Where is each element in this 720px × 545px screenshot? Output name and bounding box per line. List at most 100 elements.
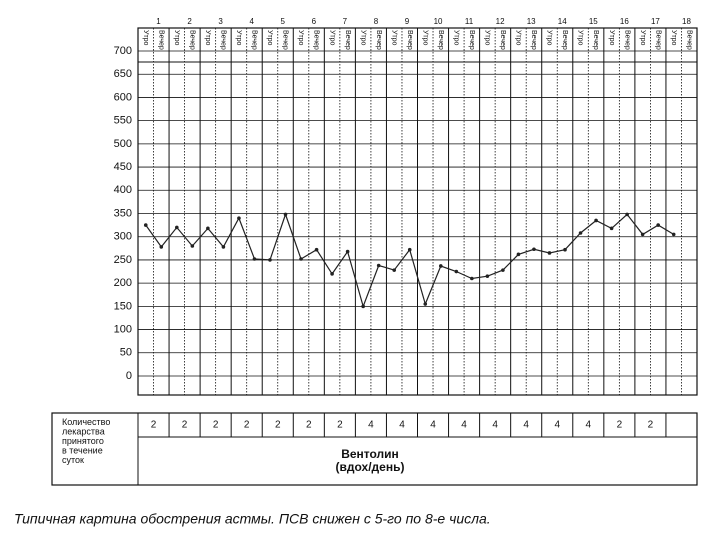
column-label: Утро	[142, 30, 149, 46]
pef-point	[190, 244, 195, 248]
pef-point	[563, 247, 567, 252]
column-label: Вечер	[437, 30, 444, 50]
column-label: Вечер	[561, 30, 568, 50]
column-label: Вечер	[375, 30, 382, 50]
pef-point	[501, 268, 505, 272]
column-label: Утро	[608, 30, 615, 46]
column-label: Утро	[546, 30, 553, 46]
x-tick-label: 3	[218, 17, 223, 26]
medication-value: 2	[648, 420, 654, 431]
x-tick-label: 9	[405, 17, 410, 26]
column-label: Вечер	[157, 30, 164, 50]
pef-point	[345, 249, 350, 254]
pef-point	[237, 216, 241, 220]
y-tick-label: 600	[114, 91, 132, 103]
pef-point	[485, 274, 490, 278]
column-label: Вечер	[530, 30, 537, 50]
x-tick-label: 11	[465, 17, 474, 26]
pef-point	[268, 258, 272, 262]
pef-point	[407, 247, 412, 252]
medication-value: 2	[337, 420, 343, 431]
column-label: Утро	[235, 30, 242, 46]
pef-point	[221, 245, 226, 249]
medication-value: 4	[430, 420, 436, 431]
x-tick-label: 16	[620, 17, 629, 26]
pef-point	[283, 212, 288, 217]
pef-point	[609, 226, 614, 231]
pef-point	[454, 269, 459, 274]
y-tick-label: 150	[114, 300, 132, 312]
column-label: Утро	[452, 30, 459, 46]
y-tick-label: 50	[120, 347, 132, 359]
pef-point	[671, 232, 676, 237]
x-tick-label: 6	[312, 17, 317, 26]
column-label: Утро	[421, 30, 428, 46]
medication-value: 2	[182, 420, 188, 431]
column-label: Вечер	[685, 30, 692, 50]
pef-point	[532, 247, 536, 252]
x-tick-label: 5	[281, 17, 286, 26]
y-tick-label: 0	[126, 370, 132, 382]
y-tick-label: 350	[114, 207, 132, 219]
y-tick-label: 300	[114, 231, 132, 243]
column-label: Утро	[577, 30, 584, 46]
column-label: Утро	[639, 30, 646, 46]
x-tick-label: 8	[374, 17, 379, 26]
pef-point	[547, 251, 552, 255]
column-label: Вечер	[189, 30, 196, 50]
pef-point	[314, 247, 319, 252]
x-tick-label: 18	[682, 17, 691, 26]
pef-point	[470, 276, 474, 281]
column-label: Утро	[173, 30, 180, 46]
pef-point	[330, 272, 334, 276]
y-tick-label: 450	[114, 161, 132, 173]
medication-label: Количество лекарства принятого в течение сут…	[62, 417, 110, 465]
x-tick-label: 1	[156, 17, 161, 26]
y-tick-label: 550	[114, 115, 132, 127]
medication-value: 2	[275, 420, 281, 431]
pef-point	[299, 257, 303, 261]
x-tick-label: 14	[558, 17, 567, 26]
pef-point	[175, 225, 179, 230]
medication-value: 4	[399, 420, 405, 431]
column-label: Вечер	[220, 30, 227, 50]
pef-point	[376, 263, 381, 268]
pef-point	[516, 252, 521, 257]
x-tick-label: 2	[187, 17, 192, 26]
medication-value: 2	[306, 420, 312, 431]
column-label: Утро	[359, 30, 366, 46]
column-label: Вечер	[251, 30, 258, 50]
drug-unit: (вдох/день)	[336, 460, 405, 474]
y-tick-label: 500	[114, 138, 132, 150]
y-tick-label: 400	[114, 184, 132, 196]
column-label: Утро	[297, 30, 304, 46]
medication-value: 4	[461, 420, 467, 431]
pef-point	[361, 304, 365, 309]
column-label: Вечер	[406, 30, 413, 50]
column-label: Вечер	[344, 30, 351, 50]
pef-point	[143, 223, 148, 227]
y-tick-label: 200	[114, 277, 132, 289]
x-tick-label: 17	[651, 17, 660, 26]
column-label: Вечер	[499, 30, 506, 50]
x-tick-label: 7	[343, 17, 348, 26]
table-frame	[51, 412, 698, 486]
x-tick-label: 12	[496, 17, 505, 26]
pef-point	[392, 268, 397, 272]
pef-point	[625, 212, 629, 217]
column-label: Утро	[204, 30, 211, 46]
column-label: Вечер	[623, 30, 630, 50]
medication-value: 4	[368, 420, 374, 431]
pef-point	[252, 257, 257, 261]
column-label: Вечер	[282, 30, 289, 50]
column-label: Утро	[390, 30, 397, 46]
pef-point	[159, 245, 164, 249]
pef-point	[578, 231, 583, 235]
x-tick-label: 15	[589, 17, 598, 26]
medication-value: 2	[151, 420, 157, 431]
drug-name: Вентолин	[341, 447, 399, 461]
medication-value: 2	[213, 420, 219, 431]
medication-value: 4	[586, 420, 592, 431]
y-tick-label: 650	[114, 68, 132, 80]
